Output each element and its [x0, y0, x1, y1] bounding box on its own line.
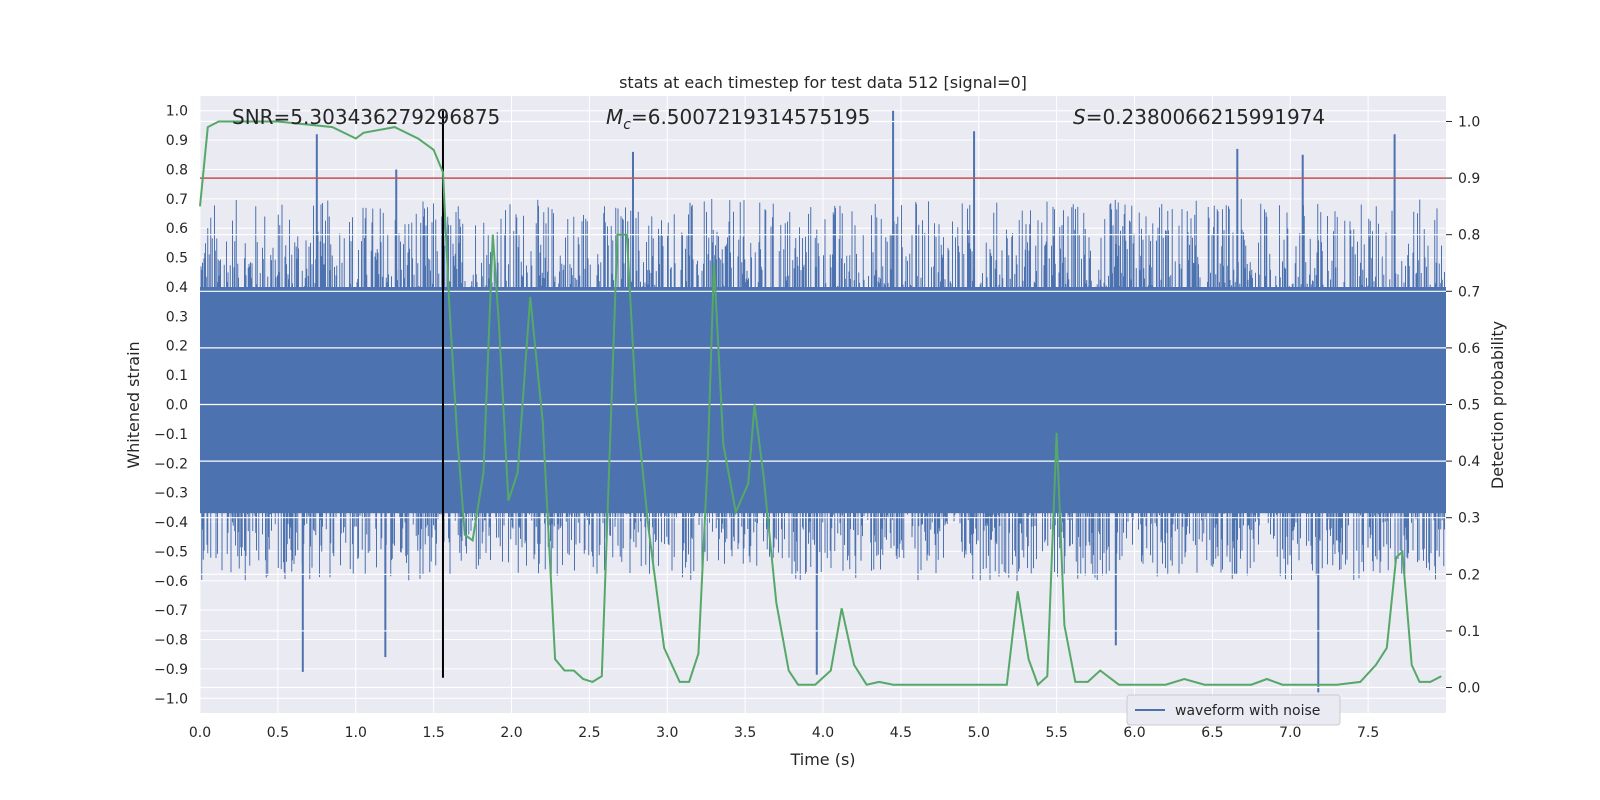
waveform-series [200, 110, 1446, 693]
x-tick-label: 2.5 [578, 725, 600, 741]
x-tick-label: 0.0 [189, 725, 211, 741]
snr-annotation: SNR=5.303436279296875 [232, 105, 500, 129]
x-tick-label: 7.0 [1279, 725, 1301, 741]
y2-tick-label: 0.0 [1458, 681, 1480, 697]
x-tick-label: 3.5 [734, 725, 756, 741]
x-tick-label: 7.5 [1357, 725, 1379, 741]
chart-title: stats at each timestep for test data 512… [619, 73, 1027, 92]
y-tick-label: 1.0 [166, 104, 188, 120]
y-tick-label: −0.7 [154, 603, 188, 619]
y2-tick-label: 0.9 [1458, 171, 1480, 187]
y2-tick-label: 0.1 [1458, 624, 1480, 640]
y-tick-label: −1.0 [154, 691, 188, 707]
chirp-mass-value: =6.5007219314575195 [631, 105, 870, 129]
x-tick-label: 6.5 [1201, 725, 1223, 741]
legend: waveform with noise [1126, 694, 1341, 726]
y-tick-label: 0.1 [166, 368, 188, 384]
y-axis-ticks: 1.0 0.9 0.8 0.7 0.6 0.5 0.4 0.3 0.2 0.1 0.0 −0.1 −0.… [154, 104, 188, 708]
y-tick-label: 0.7 [166, 192, 188, 208]
y-tick-label: 0.4 [166, 280, 188, 296]
x-tick-label: 2.0 [500, 725, 522, 741]
legend-label: waveform with noise [1175, 703, 1320, 719]
y-tick-label: 0.5 [166, 251, 188, 267]
s-value: =0.2380066215991974 [1086, 105, 1325, 129]
y-tick-label: −0.6 [154, 574, 188, 590]
y-tick-label: −0.8 [154, 633, 188, 649]
chirp-mass-subscript: c [623, 117, 631, 133]
y-tick-label: 0.2 [166, 339, 188, 355]
x-tick-label: 1.0 [345, 725, 367, 741]
y-tick-label: −0.5 [154, 544, 188, 560]
x-axis-ticks: 0.0 0.5 1.0 1.5 2.0 2.5 3.0 3.5 4.0 4.5 5.0 5.5 6.0 6… [189, 725, 1379, 741]
y-tick-label: −0.1 [154, 427, 188, 443]
y-axis-label: Whitened strain [124, 341, 143, 468]
chirp-mass-annotation: Mc=6.5007219314575195 [606, 105, 870, 133]
y-tick-label: 0.6 [166, 221, 188, 237]
x-tick-label: 0.5 [267, 725, 289, 741]
s-annotation: S=0.2380066215991974 [1073, 105, 1325, 129]
y-tick-label: 0.3 [166, 309, 188, 325]
waveform-core-band [200, 286, 1446, 514]
y2-tick-label: 0.6 [1458, 341, 1480, 357]
x-tick-label: 4.0 [812, 725, 834, 741]
y-tick-label: 0.0 [166, 398, 188, 414]
detection-probability-line [199, 120, 1442, 687]
y2-axis-ticks: 1.0 0.9 0.8 0.7 0.6 0.5 0.4 0.3 0.2 0.1 0.0 [1446, 114, 1480, 697]
s-symbol: S [1073, 105, 1086, 129]
x-axis-label: Time (s) [789, 750, 855, 769]
y-tick-label: −0.4 [154, 515, 188, 531]
y-tick-label: 0.9 [166, 133, 188, 149]
y-tick-label: −0.9 [154, 662, 188, 678]
x-tick-label: 4.5 [890, 725, 912, 741]
y-tick-label: −0.2 [154, 456, 188, 472]
x-tick-label: 6.0 [1123, 725, 1145, 741]
x-tick-label: 3.0 [656, 725, 678, 741]
y2-tick-label: 0.8 [1458, 228, 1480, 244]
x-tick-label: 5.0 [968, 725, 990, 741]
y-tick-label: 0.8 [166, 162, 188, 178]
y-tick-label: −0.3 [154, 486, 188, 502]
y2-tick-label: 0.4 [1458, 454, 1480, 470]
y2-tick-label: 0.3 [1458, 511, 1480, 527]
y2-tick-label: 1.0 [1458, 114, 1480, 130]
x-tick-label: 5.5 [1045, 725, 1067, 741]
y2-tick-label: 0.7 [1458, 284, 1480, 300]
y2-axis-label: Detection probability [1488, 321, 1507, 489]
x-tick-label: 1.5 [422, 725, 444, 741]
y2-tick-label: 0.5 [1458, 398, 1480, 414]
legend-box [1126, 694, 1341, 726]
y2-tick-label: 0.2 [1458, 567, 1480, 583]
chirp-mass-symbol: M [606, 105, 623, 129]
